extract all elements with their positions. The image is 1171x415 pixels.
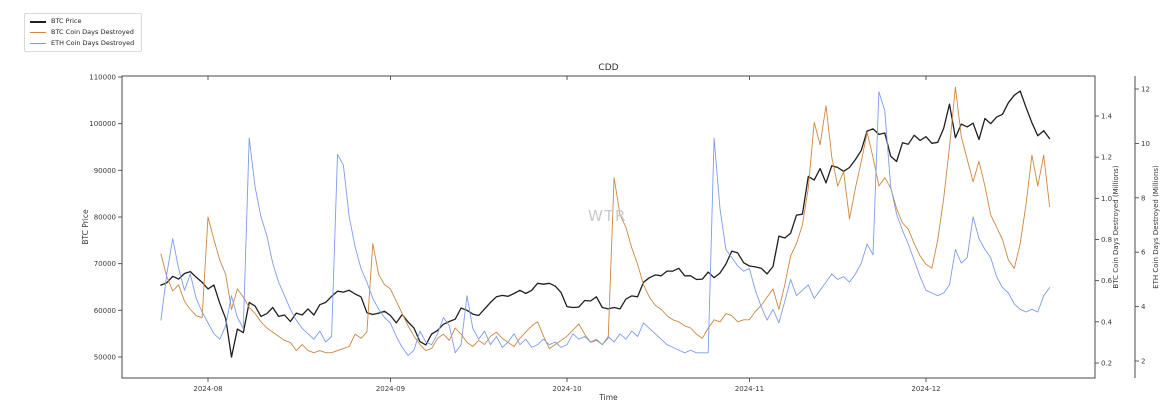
y-axis-label-right1: BTC Coin Days Destroyed (Millions): [1112, 165, 1120, 288]
x-tick-label: 2024-10: [552, 385, 581, 393]
y-tick-label-right1: 0.4: [1101, 318, 1113, 326]
legend-item-eth-cdd: ETH Coin Days Destroyed: [30, 39, 134, 48]
legend-item-btc-price: BTC Price: [30, 17, 134, 26]
eth-cdd-line-swatch: [30, 43, 46, 44]
btc-cdd-line-swatch: [30, 32, 46, 33]
y-tick-label-right1: 1.0: [1101, 195, 1112, 203]
legend-item-btc-cdd: BTC Coin Days Destroyed: [30, 28, 134, 37]
y-tick-label-left: 80000: [94, 214, 116, 222]
chart-title: CDD: [598, 63, 618, 73]
x-tick-label: 2024-09: [376, 385, 405, 393]
x-tick-label: 2024-12: [911, 385, 940, 393]
y-tick-label-right2: 12: [1141, 86, 1150, 94]
y-tick-label-right2: 6: [1141, 249, 1146, 257]
x-axis-label: Time: [598, 393, 618, 402]
plot-frame: [121, 75, 1096, 379]
y-tick-label-right2: 10: [1141, 140, 1150, 148]
y-tick-label-right1: 1.2: [1101, 154, 1112, 162]
x-tick-label: 2024-11: [735, 385, 764, 393]
y-tick-label-right1: 1.4: [1101, 113, 1113, 121]
y-tick-label-right1: 0.2: [1101, 360, 1112, 368]
y-tick-label-left: 100000: [89, 120, 116, 128]
btc-price-line-swatch: [30, 20, 46, 23]
y-tick-label-left: 50000: [94, 354, 116, 362]
series-line-eth-coin-days-destroyed: [160, 91, 1051, 357]
y-tick-label-left: 90000: [94, 167, 116, 175]
series-line-btc-price: [160, 90, 1051, 358]
legend-label: ETH Coin Days Destroyed: [51, 39, 135, 47]
y-tick-label-left: 60000: [94, 307, 116, 315]
legend-label: BTC Price: [51, 17, 82, 25]
x-tick-label: 2024-08: [193, 385, 222, 393]
series-line-btc-coin-days-destroyed: [160, 86, 1051, 354]
watermark: WTR: [588, 207, 627, 225]
chart-legend: BTC Price BTC Coin Days Destroyed ETH Co…: [24, 13, 143, 52]
y-tick-label-right2: 8: [1141, 194, 1145, 202]
y-tick-label-right2: 4: [1141, 303, 1146, 311]
y-axis-label-left: BTC Price: [81, 209, 90, 245]
y-tick-label-left: 110000: [89, 74, 116, 82]
y-axis-label-right2: ETH Coin Days Destroyed (Millions): [1152, 165, 1160, 289]
y-tick-label-right1: 0.8: [1101, 236, 1112, 244]
y-tick-label-right1: 0.6: [1101, 277, 1113, 285]
y-tick-label-right2: 2: [1141, 358, 1145, 366]
y-tick-label-left: 70000: [94, 260, 116, 268]
legend-label: BTC Coin Days Destroyed: [51, 28, 134, 36]
